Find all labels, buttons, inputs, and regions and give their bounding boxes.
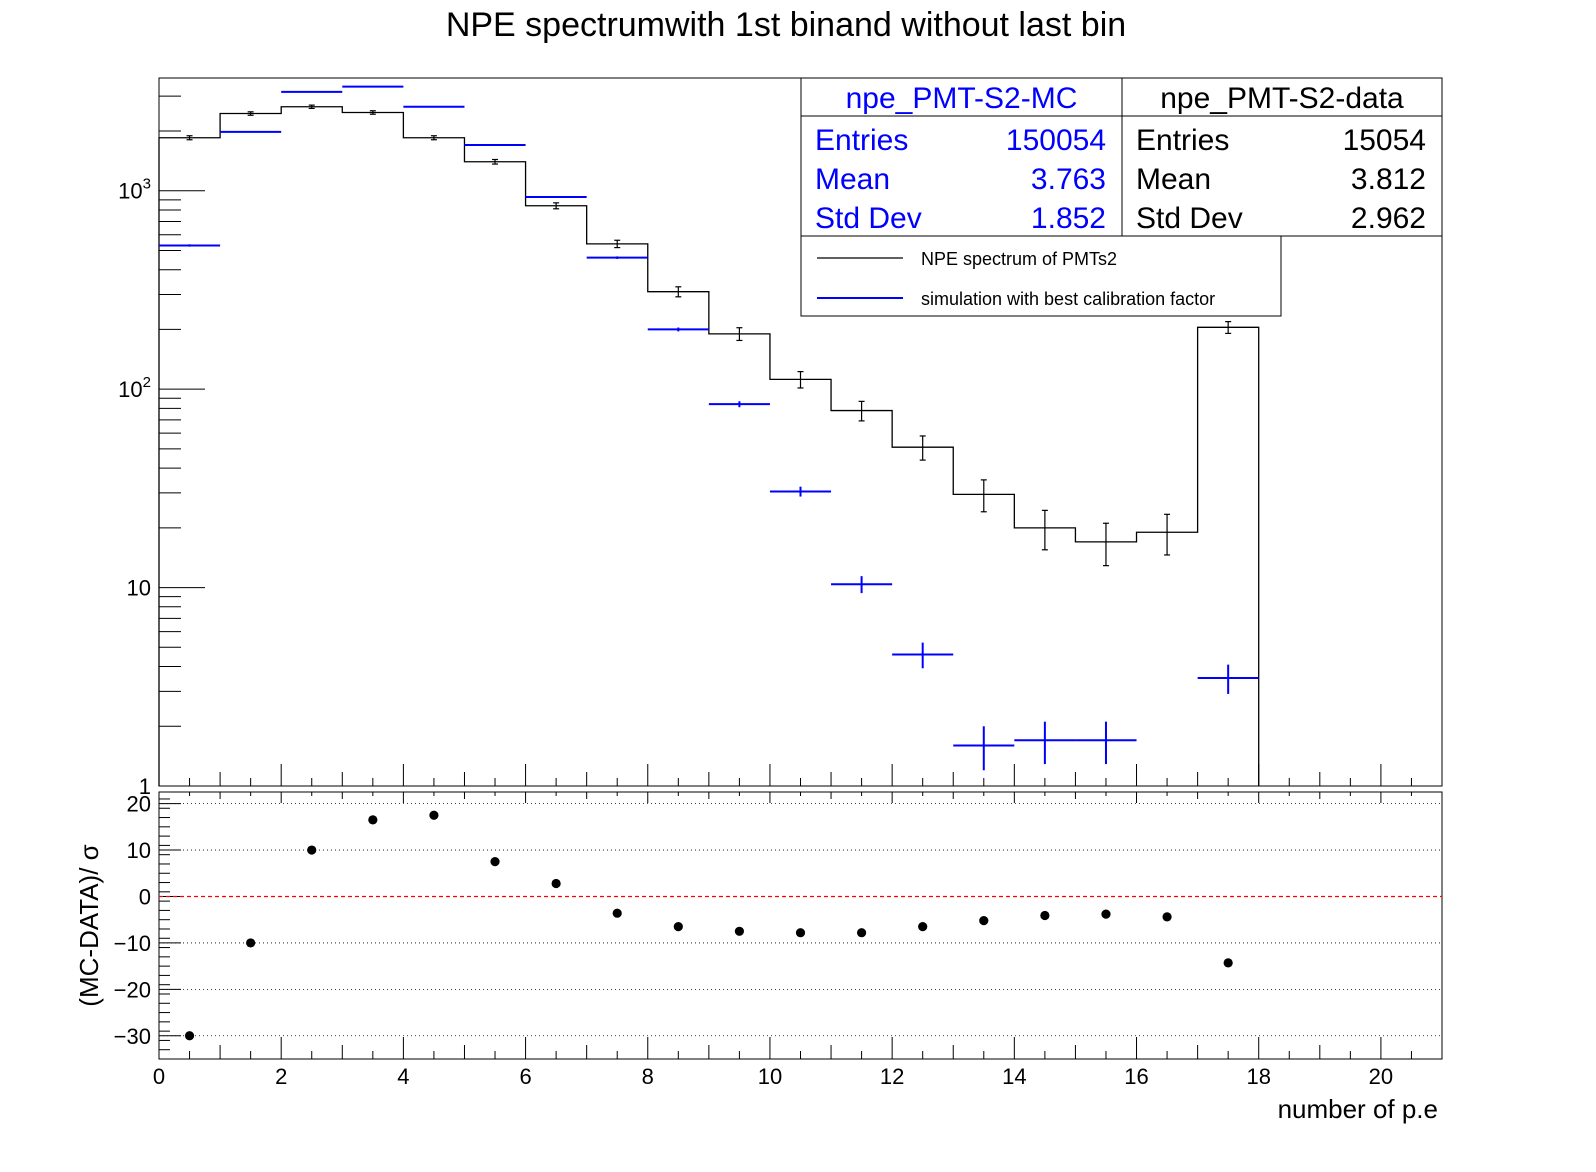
residual-point: [429, 810, 439, 820]
x-tick-label: 16: [1124, 1064, 1148, 1089]
stats-row-value: 3.763: [1031, 163, 1106, 196]
stats-row-label: Std Dev: [815, 202, 922, 235]
data-histogram-line: [158, 106, 1260, 786]
mc-point: [647, 327, 709, 332]
mc-point: [769, 486, 832, 497]
mc-point: [708, 401, 770, 408]
mc-point: [220, 130, 282, 133]
mc-point: [159, 244, 221, 247]
residual-point: [368, 815, 378, 825]
stats-row-value: 15054: [1343, 124, 1426, 157]
residual-point: [612, 908, 622, 918]
residual-point: [184, 1031, 195, 1041]
y-tick-label-base: 10: [118, 377, 142, 402]
stats-box-title: npe_PMT-S2-data: [1160, 82, 1404, 115]
legend: NPE spectrum of PMTs2 simulation with bes…: [800, 235, 1282, 317]
stats-box-title: npe_PMT-S2-MC: [846, 82, 1078, 115]
stats-row-label: Std Dev: [1136, 202, 1243, 235]
y-tick-label: 0: [139, 884, 151, 909]
y-tick-label: 10: [127, 576, 151, 601]
residual-point: [918, 922, 928, 932]
x-tick-label: 12: [880, 1064, 904, 1089]
stats-row-value: 2.962: [1351, 202, 1426, 235]
mc-point: [1075, 721, 1137, 765]
y-tick-label-exponent: 3: [143, 176, 151, 193]
legend-label: simulation with best calibration factor: [921, 289, 1215, 309]
stats-row-label: Mean: [815, 163, 890, 196]
residual-point: [1040, 910, 1050, 921]
x-tick-label: 10: [758, 1064, 782, 1089]
y-tick-label: 10: [127, 838, 151, 863]
residual-point: [1101, 909, 1111, 919]
residual-point: [490, 857, 500, 867]
residual-point: [1162, 912, 1172, 922]
legend-frame: [800, 235, 1282, 317]
mc-point: [281, 90, 343, 93]
x-tick-label: 4: [397, 1064, 409, 1089]
y-tick-label-base: 10: [118, 179, 142, 204]
y-tick-label-exponent: 2: [143, 374, 151, 391]
stats-box-data: npe_PMT-S2-data Entries 15054 Mean 3.812 Std …: [1121, 77, 1443, 237]
bottom-plot-frame: [158, 791, 1443, 1060]
y-tick-label: 20: [127, 792, 151, 817]
y-tick-label: −30: [114, 1024, 151, 1049]
residual-point: [673, 922, 683, 932]
mc-point: [1197, 664, 1259, 694]
residual-point: [1223, 958, 1233, 968]
residual-point: [795, 928, 806, 938]
stats-row-value: 3.812: [1351, 163, 1426, 196]
residual-point: [979, 916, 989, 926]
mc-point: [953, 726, 1015, 771]
mc-point: [586, 256, 648, 259]
stats-box-frame: [1121, 77, 1443, 237]
stats-row-label: Mean: [1136, 163, 1211, 196]
x-tick-label: 6: [519, 1064, 531, 1089]
residual-point: [246, 938, 256, 948]
stats-row-label: Entries: [815, 124, 908, 157]
stats-row-value: 150054: [1006, 124, 1106, 157]
residual-point: [551, 878, 561, 889]
y-axis-title: (MC-DATA)/ σ: [74, 844, 104, 1006]
x-tick-label: 20: [1369, 1064, 1393, 1089]
mc-point: [342, 85, 404, 88]
residual-point: [734, 926, 745, 936]
stats-row-label: Entries: [1136, 124, 1229, 157]
residual-point: [307, 845, 317, 855]
x-tick-label: 18: [1246, 1064, 1270, 1089]
mc-point: [1014, 721, 1076, 765]
x-tick-label: 0: [153, 1064, 165, 1089]
y-tick-label: −10: [114, 931, 151, 956]
mc-point: [892, 642, 954, 669]
mc-point: [525, 195, 587, 198]
chart-title: NPE spectrumwith 1st binand without last…: [446, 6, 1126, 44]
x-tick-label: 8: [642, 1064, 654, 1089]
y-tick-label: 103: [118, 176, 151, 204]
mc-point: [464, 144, 526, 147]
x-tick-label: 14: [1002, 1064, 1026, 1089]
y-tick-label: 102: [118, 374, 151, 402]
x-tick-label: 2: [275, 1064, 287, 1089]
stats-row-value: 1.852: [1031, 202, 1106, 235]
legend-label: NPE spectrum of PMTs2: [921, 249, 1117, 269]
y-tick-label: 1: [139, 774, 151, 799]
stats-boxes: npe_PMT-S2-MC Entries 150054 Mean 3.763 Std D…: [800, 77, 1443, 237]
stats-box-mc: npe_PMT-S2-MC Entries 150054 Mean 3.763 Std D…: [800, 77, 1123, 237]
y-tick-label: −20: [114, 977, 151, 1002]
x-axis-title: number of p.e: [1278, 1094, 1438, 1124]
mc-point: [831, 576, 893, 594]
residual-point: [856, 928, 867, 938]
mc-point: [403, 105, 465, 108]
